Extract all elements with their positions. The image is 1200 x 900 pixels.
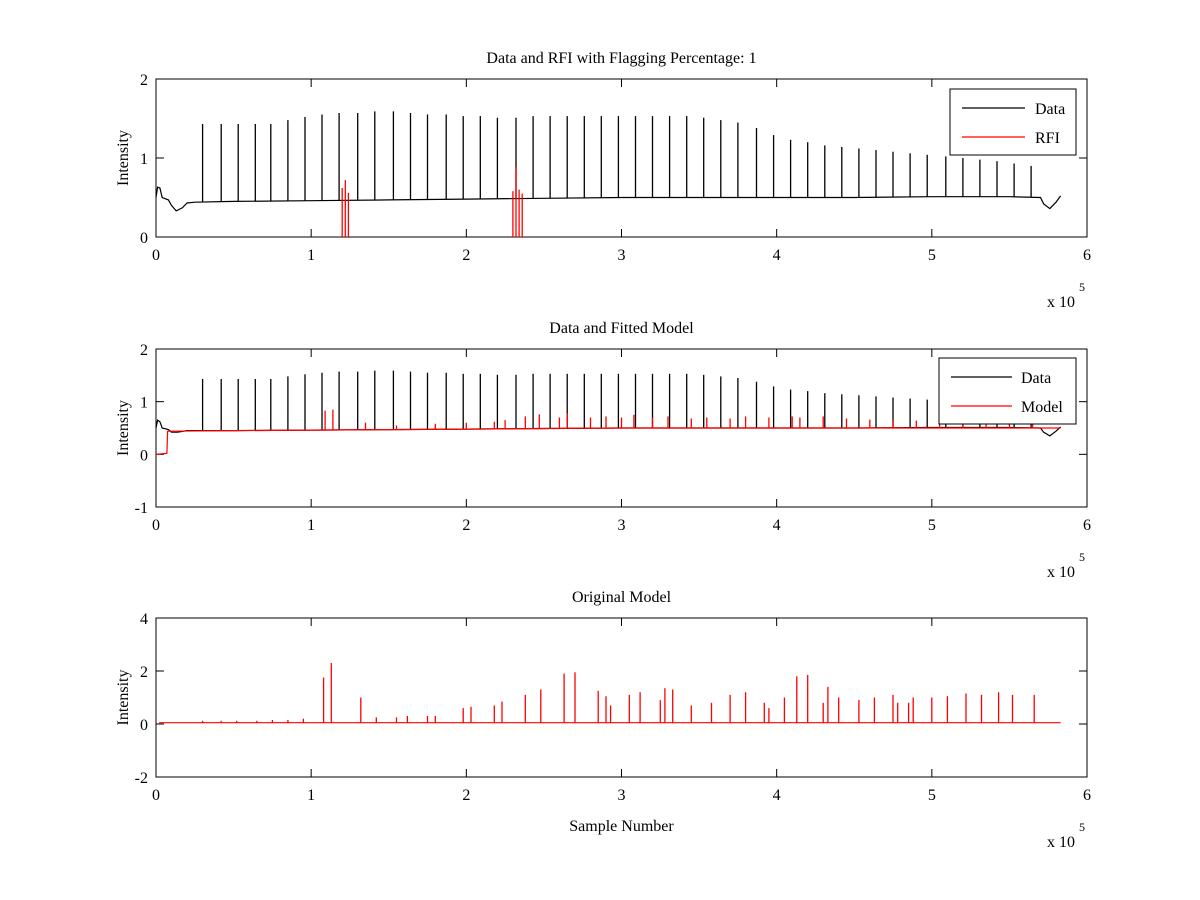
x-axis-label: Sample Number xyxy=(569,818,674,835)
y-axis-label: Intensity xyxy=(115,130,132,186)
x-tick-label: 2 xyxy=(462,247,470,264)
x-tick-label: 0 xyxy=(152,787,160,804)
y-tick-label: -2 xyxy=(135,770,148,787)
y-tick-label: 4 xyxy=(140,611,148,628)
x-tick-label: 6 xyxy=(1083,517,1091,534)
series-model-baseline xyxy=(156,427,1061,455)
x-tick-label: 4 xyxy=(773,787,781,804)
x-multiplier-exponent: 5 xyxy=(1079,820,1085,834)
x-tick-label: 5 xyxy=(928,247,936,264)
legend: Data RFI xyxy=(949,88,1077,156)
chart-title: Data and RFI with Flagging Percentage: 1 xyxy=(486,50,756,67)
y-tick-label: 0 xyxy=(140,447,148,464)
x-tick-label: 6 xyxy=(1083,247,1091,264)
x-multiplier: x 10 xyxy=(1047,294,1075,311)
x-tick-label: 1 xyxy=(307,517,315,534)
subplot-1: 0 1 2 3 4 5 6 0 1 2 Data and RFI with Flagging Per… xyxy=(115,50,1091,311)
y-tick-label: -1 xyxy=(135,500,148,517)
y-tick-label: 2 xyxy=(140,342,148,359)
y-tick-label: 2 xyxy=(140,664,148,681)
y-tick-label: 0 xyxy=(140,230,148,247)
x-tick-label: 4 xyxy=(773,517,781,534)
x-tick-label: 0 xyxy=(152,517,160,534)
plot-area xyxy=(159,663,1061,724)
x-tick-label: 3 xyxy=(618,517,626,534)
x-tick-label: 4 xyxy=(773,247,781,264)
plot-area xyxy=(156,370,1062,455)
chart-title: Original Model xyxy=(572,589,672,606)
legend: Data Model xyxy=(938,357,1077,425)
y-tick-label: 0 xyxy=(140,717,148,734)
x-multiplier: x 10 xyxy=(1047,834,1075,851)
x-tick-label: 5 xyxy=(928,517,936,534)
x-tick-label: 6 xyxy=(1083,787,1091,804)
y-axis-label: Intensity xyxy=(115,670,132,726)
x-tick-label: 0 xyxy=(152,247,160,264)
x-tick-label: 1 xyxy=(307,787,315,804)
legend-label: Data xyxy=(1021,370,1051,387)
chart-title: Data and Fitted Model xyxy=(549,320,694,337)
legend-label: Data xyxy=(1035,101,1065,118)
legend-box xyxy=(949,88,1077,156)
y-tick-label: 1 xyxy=(140,395,148,412)
y-axis-label: Intensity xyxy=(115,400,132,456)
legend-label: Model xyxy=(1021,399,1063,416)
x-tick-label: 3 xyxy=(618,247,626,264)
plot-area xyxy=(156,111,1062,237)
x-tick-label: 2 xyxy=(462,517,470,534)
legend-label: RFI xyxy=(1035,130,1060,147)
y-tick-label: 2 xyxy=(140,72,148,89)
x-multiplier-exponent: 5 xyxy=(1079,550,1085,564)
axes-box xyxy=(155,78,1088,238)
x-tick-label: 2 xyxy=(462,787,470,804)
x-multiplier-exponent: 5 xyxy=(1079,280,1085,294)
x-tick-label: 1 xyxy=(307,247,315,264)
x-tick-label: 3 xyxy=(618,787,626,804)
x-tick-label: 5 xyxy=(928,787,936,804)
x-multiplier: x 10 xyxy=(1047,564,1075,581)
legend-box xyxy=(938,357,1077,425)
y-tick-label: 1 xyxy=(140,151,148,168)
